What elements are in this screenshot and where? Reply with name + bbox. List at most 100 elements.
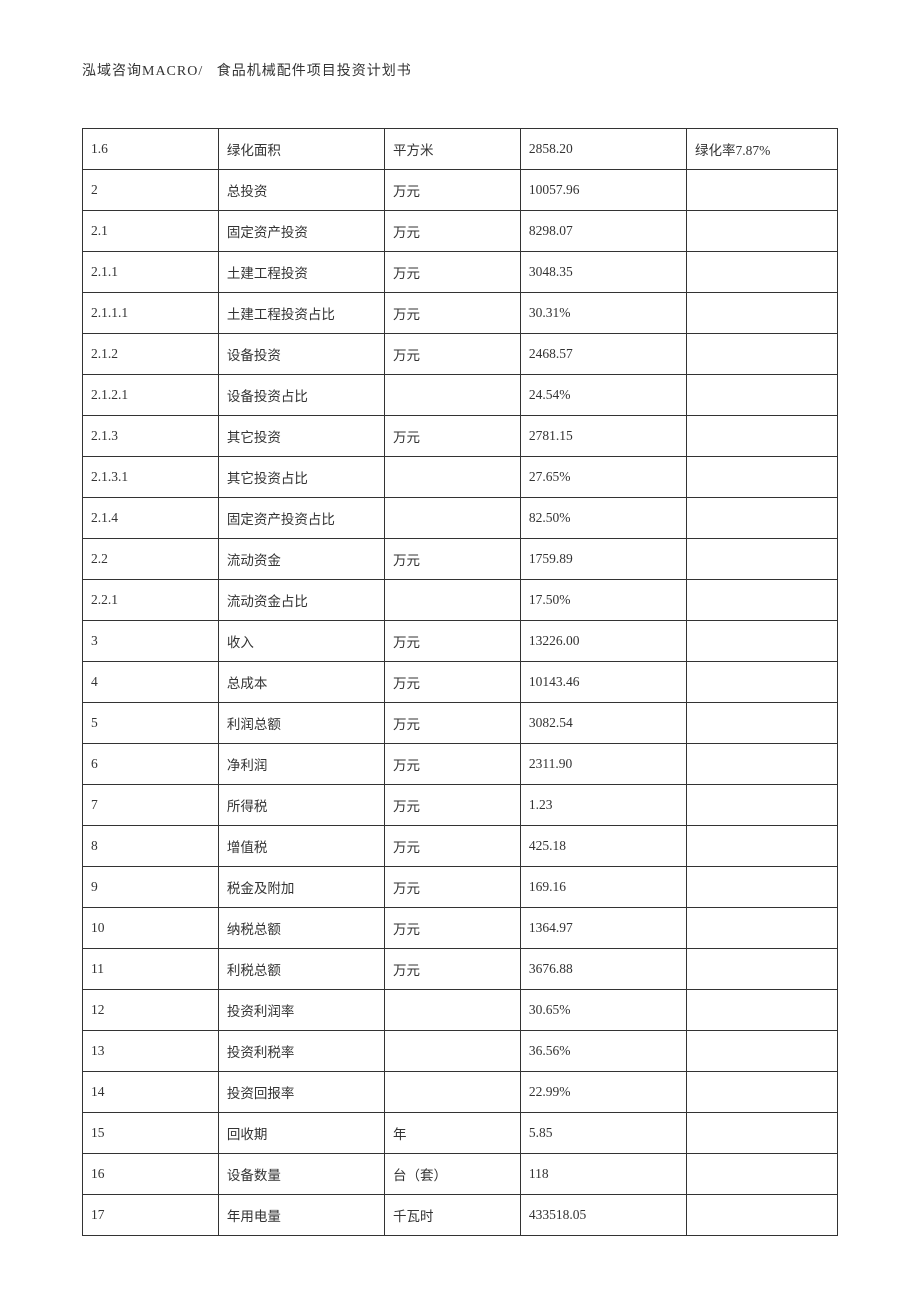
table-cell bbox=[686, 867, 837, 908]
table-cell: 5 bbox=[83, 703, 219, 744]
table-cell bbox=[686, 826, 837, 867]
table-cell: 万元 bbox=[384, 293, 520, 334]
table-cell: 纳税总额 bbox=[218, 908, 384, 949]
table-row: 2.1.3.1其它投资占比27.65% bbox=[83, 457, 838, 498]
table-row: 2.2流动资金万元1759.89 bbox=[83, 539, 838, 580]
page-header: 泓域咨询MACRO/ 食品机械配件项目投资计划书 bbox=[82, 60, 838, 80]
table-cell: 11 bbox=[83, 949, 219, 990]
table-cell: 利润总额 bbox=[218, 703, 384, 744]
table-cell: 投资回报率 bbox=[218, 1072, 384, 1113]
table-cell: 1759.89 bbox=[520, 539, 686, 580]
table-cell: 万元 bbox=[384, 744, 520, 785]
table-row: 1.6绿化面积平方米2858.20绿化率7.87% bbox=[83, 129, 838, 170]
header-left: 泓域咨询MACRO/ bbox=[82, 64, 203, 79]
table-cell: 增值税 bbox=[218, 826, 384, 867]
table-cell bbox=[686, 703, 837, 744]
table-cell: 1.23 bbox=[520, 785, 686, 826]
table-row: 2.1.3其它投资万元2781.15 bbox=[83, 416, 838, 457]
table-cell: 13 bbox=[83, 1031, 219, 1072]
table-cell: 年用电量 bbox=[218, 1195, 384, 1236]
table-cell: 12 bbox=[83, 990, 219, 1031]
table-cell: 绿化面积 bbox=[218, 129, 384, 170]
table-row: 13投资利税率36.56% bbox=[83, 1031, 838, 1072]
table-row: 10纳税总额万元1364.97 bbox=[83, 908, 838, 949]
table-row: 4总成本万元10143.46 bbox=[83, 662, 838, 703]
table-cell: 14 bbox=[83, 1072, 219, 1113]
table-cell: 万元 bbox=[384, 703, 520, 744]
table-row: 5利润总额万元3082.54 bbox=[83, 703, 838, 744]
table-row: 8增值税万元425.18 bbox=[83, 826, 838, 867]
table-cell: 1364.97 bbox=[520, 908, 686, 949]
table-cell: 台（套） bbox=[384, 1154, 520, 1195]
table-cell bbox=[686, 744, 837, 785]
table-cell bbox=[384, 498, 520, 539]
table-row: 11利税总额万元3676.88 bbox=[83, 949, 838, 990]
table-cell: 土建工程投资 bbox=[218, 252, 384, 293]
table-cell: 7 bbox=[83, 785, 219, 826]
table-cell: 收入 bbox=[218, 621, 384, 662]
table-cell: 15 bbox=[83, 1113, 219, 1154]
table-cell: 5.85 bbox=[520, 1113, 686, 1154]
table-cell: 绿化率7.87% bbox=[686, 129, 837, 170]
table-cell: 设备投资 bbox=[218, 334, 384, 375]
table-row: 2.1.4固定资产投资占比82.50% bbox=[83, 498, 838, 539]
table-cell: 2.2 bbox=[83, 539, 219, 580]
table-cell: 设备数量 bbox=[218, 1154, 384, 1195]
table-cell bbox=[686, 293, 837, 334]
table-cell bbox=[686, 785, 837, 826]
table-cell: 年 bbox=[384, 1113, 520, 1154]
table-cell: 433518.05 bbox=[520, 1195, 686, 1236]
table-cell bbox=[686, 1113, 837, 1154]
table-cell: 36.56% bbox=[520, 1031, 686, 1072]
table-cell: 万元 bbox=[384, 416, 520, 457]
table-cell: 万元 bbox=[384, 539, 520, 580]
table-row: 15回收期年5.85 bbox=[83, 1113, 838, 1154]
table-cell: 2 bbox=[83, 170, 219, 211]
table-cell: 千瓦时 bbox=[384, 1195, 520, 1236]
table-cell: 投资利润率 bbox=[218, 990, 384, 1031]
table-cell: 425.18 bbox=[520, 826, 686, 867]
table-cell: 平方米 bbox=[384, 129, 520, 170]
table-cell: 2.1.2 bbox=[83, 334, 219, 375]
table-row: 2总投资万元10057.96 bbox=[83, 170, 838, 211]
table-cell bbox=[686, 908, 837, 949]
table-cell: 万元 bbox=[384, 621, 520, 662]
table-cell: 总投资 bbox=[218, 170, 384, 211]
table-cell: 6 bbox=[83, 744, 219, 785]
table-cell: 17 bbox=[83, 1195, 219, 1236]
table-row: 12投资利润率30.65% bbox=[83, 990, 838, 1031]
table-cell: 2858.20 bbox=[520, 129, 686, 170]
table-cell: 万元 bbox=[384, 170, 520, 211]
table-cell bbox=[686, 990, 837, 1031]
table-cell: 3048.35 bbox=[520, 252, 686, 293]
table-cell bbox=[686, 1154, 837, 1195]
table-cell: 万元 bbox=[384, 826, 520, 867]
table-cell: 总成本 bbox=[218, 662, 384, 703]
table-cell: 3082.54 bbox=[520, 703, 686, 744]
table-cell: 利税总额 bbox=[218, 949, 384, 990]
table-cell: 2.1.3.1 bbox=[83, 457, 219, 498]
table-row: 17年用电量千瓦时433518.05 bbox=[83, 1195, 838, 1236]
table-cell: 净利润 bbox=[218, 744, 384, 785]
table-cell: 万元 bbox=[384, 908, 520, 949]
table-cell: 所得税 bbox=[218, 785, 384, 826]
table-cell: 2.1 bbox=[83, 211, 219, 252]
table-cell: 2311.90 bbox=[520, 744, 686, 785]
table-cell bbox=[686, 1031, 837, 1072]
table-cell bbox=[686, 211, 837, 252]
table-cell: 82.50% bbox=[520, 498, 686, 539]
table-cell bbox=[686, 334, 837, 375]
table-cell: 2.1.1 bbox=[83, 252, 219, 293]
table-cell: 万元 bbox=[384, 785, 520, 826]
table-cell: 118 bbox=[520, 1154, 686, 1195]
table-cell: 其它投资占比 bbox=[218, 457, 384, 498]
table-cell: 万元 bbox=[384, 211, 520, 252]
table-cell: 2.1.4 bbox=[83, 498, 219, 539]
table-cell: 17.50% bbox=[520, 580, 686, 621]
table-cell bbox=[384, 375, 520, 416]
table-cell: 8 bbox=[83, 826, 219, 867]
table-cell: 回收期 bbox=[218, 1113, 384, 1154]
table-cell bbox=[384, 990, 520, 1031]
table-cell: 2468.57 bbox=[520, 334, 686, 375]
table-cell: 其它投资 bbox=[218, 416, 384, 457]
